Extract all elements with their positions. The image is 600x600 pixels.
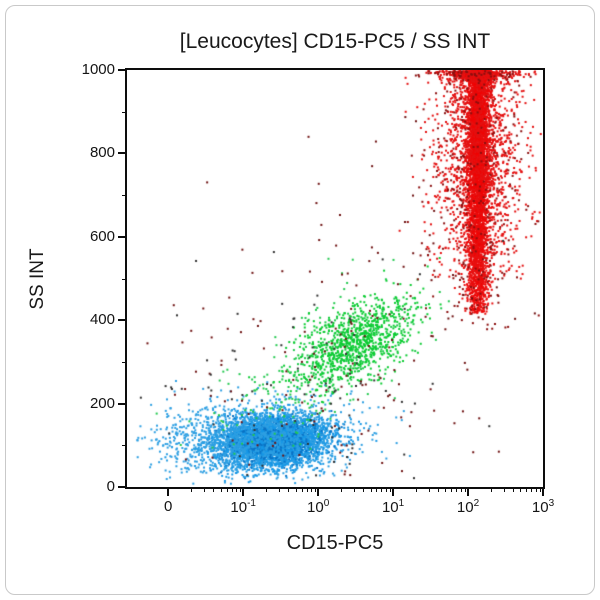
y-axis-major-tick xyxy=(118,402,127,405)
y-axis-minor-tick xyxy=(122,278,127,280)
x-axis-minor-tick xyxy=(226,487,228,492)
x-axis-minor-tick xyxy=(340,487,342,492)
x-axis-minor-tick xyxy=(363,487,365,492)
y-axis-tick-label: 0 xyxy=(106,478,115,495)
x-axis-minor-tick xyxy=(190,487,192,492)
x-axis-major-tick xyxy=(242,487,245,496)
x-axis-minor-tick xyxy=(265,487,267,492)
x-axis-minor-tick xyxy=(239,487,241,492)
x-axis-minor-tick xyxy=(220,487,222,492)
y-axis-minor-tick xyxy=(122,361,127,363)
y-axis-tick-label: 1000 xyxy=(81,61,115,78)
x-axis-minor-tick xyxy=(460,487,462,492)
y-axis-minor-tick xyxy=(122,111,127,113)
x-axis-minor-tick xyxy=(385,487,387,492)
x-axis-minor-tick xyxy=(288,487,290,492)
x-axis-major-tick xyxy=(467,487,470,496)
x-axis-minor-tick xyxy=(464,487,466,492)
x-axis-major-tick xyxy=(317,487,320,496)
x-axis-tick-label: 101 xyxy=(381,498,405,516)
x-axis-minor-tick xyxy=(353,487,355,492)
y-axis-major-tick xyxy=(118,319,127,322)
y-axis-major-tick xyxy=(118,235,127,238)
x-axis-minor-tick xyxy=(535,487,537,492)
x-axis-minor-tick xyxy=(310,487,312,492)
x-axis-minor-tick xyxy=(389,487,391,492)
x-axis-minor-tick xyxy=(428,487,430,492)
x-axis-minor-tick xyxy=(539,487,541,492)
x-axis-major-tick xyxy=(542,487,544,496)
x-axis-tick-label: 102 xyxy=(456,498,480,516)
x-axis-minor-tick xyxy=(531,487,533,492)
scatter-canvas xyxy=(127,70,543,487)
x-axis-minor-tick xyxy=(503,487,505,492)
x-axis-minor-tick xyxy=(213,487,215,492)
x-axis-minor-tick xyxy=(415,487,417,492)
x-axis-minor-tick xyxy=(231,487,233,492)
x-axis-tick-label: 100 xyxy=(307,498,330,516)
x-axis-minor-tick xyxy=(381,487,383,492)
x-axis-major-tick xyxy=(167,487,170,496)
y-axis-major-tick xyxy=(118,69,127,71)
y-axis-major-tick xyxy=(118,486,127,488)
x-axis-minor-tick xyxy=(456,487,458,492)
y-axis-minor-tick xyxy=(122,195,127,197)
x-axis-major-tick xyxy=(392,487,395,496)
x-axis-minor-tick xyxy=(301,487,303,492)
chart-title: [Leucocytes] CD15-PC5 / SS INT xyxy=(179,30,491,53)
x-axis-minor-tick xyxy=(451,487,453,492)
x-axis-tick-label: 10-1 xyxy=(230,498,256,516)
x-axis-minor-tick xyxy=(513,487,515,492)
x-axis-minor-tick xyxy=(520,487,522,492)
y-axis-major-tick xyxy=(118,152,127,155)
x-axis-minor-tick xyxy=(376,487,378,492)
y-axis-tick-label: 800 xyxy=(89,144,115,162)
x-axis-minor-tick xyxy=(235,487,237,492)
x-axis-minor-tick xyxy=(306,487,308,492)
x-axis-minor-tick xyxy=(370,487,372,492)
x-axis-minor-tick xyxy=(526,487,528,492)
x-axis-minor-tick xyxy=(203,487,205,492)
x-axis-title: CD15-PC5 xyxy=(286,532,384,554)
x-axis-minor-tick xyxy=(314,487,316,492)
x-axis-tick-label: 0 xyxy=(164,498,173,515)
x-axis-minor-tick xyxy=(438,487,440,492)
x-axis-tick-label: 103 xyxy=(531,498,555,516)
y-axis-title: SS INT xyxy=(27,248,48,310)
y-axis-tick-label: 200 xyxy=(89,394,115,412)
y-axis-tick-label: 600 xyxy=(89,227,115,245)
x-axis-minor-tick xyxy=(445,487,447,492)
x-axis-minor-tick xyxy=(295,487,297,492)
x-axis-minor-tick xyxy=(490,487,492,492)
y-axis-tick-label: 400 xyxy=(89,311,115,329)
y-axis-minor-tick xyxy=(122,445,127,447)
x-axis-minor-tick xyxy=(278,487,280,492)
